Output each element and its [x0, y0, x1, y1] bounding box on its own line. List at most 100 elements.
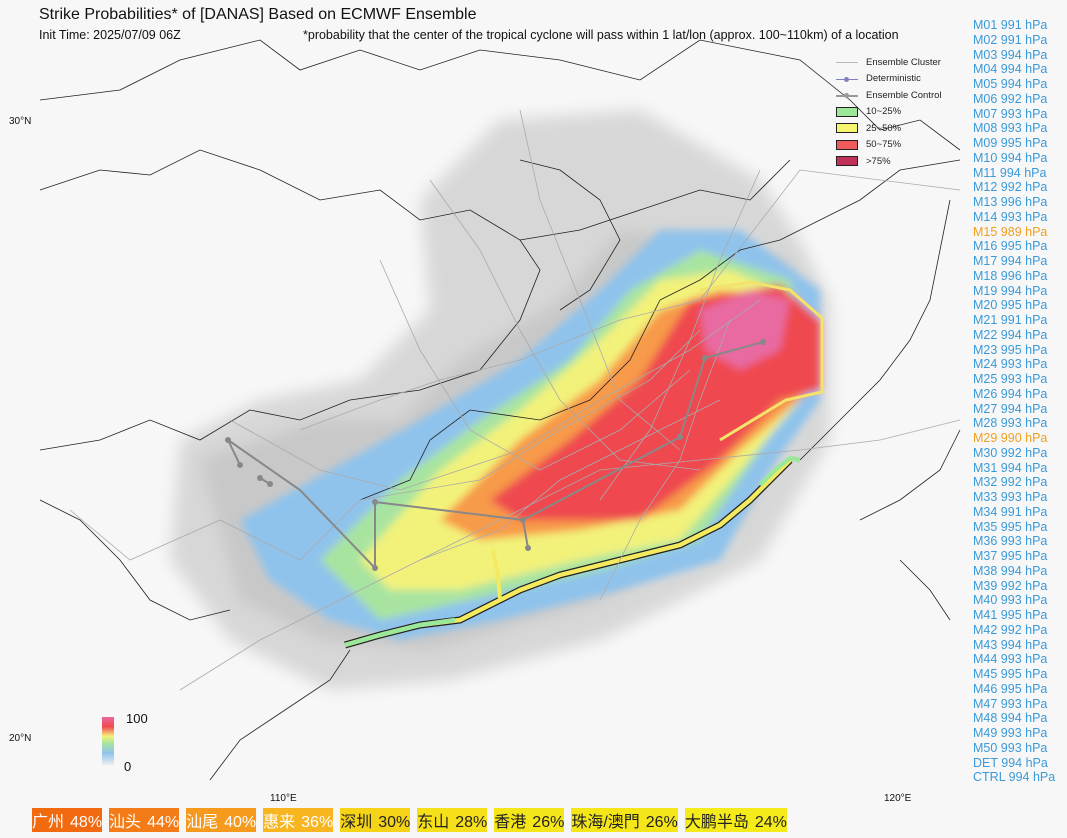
member-pressure: M08 993 hPa — [973, 121, 1048, 136]
city-badge: 东山 28% — [417, 808, 488, 832]
member-pressure: M45 995 hPa — [973, 667, 1048, 681]
city-badge: 惠来 36% — [263, 808, 334, 832]
member-pressure: M16 995 hPa — [973, 239, 1048, 254]
legend-label: 10~25% — [866, 106, 902, 118]
city-badges: 广州 48% 汕头 44% 汕尾 40% 惠来 36% 深圳 30% 东山 28% 香港 26% 珠海/澳門… — [32, 808, 787, 832]
legend-dot — [844, 76, 849, 82]
city-name: 广州 — [32, 814, 65, 831]
legend-swatch — [836, 57, 858, 67]
probability-shading — [240, 230, 820, 640]
member-pressure: M17 994 hPa — [973, 254, 1048, 268]
member-pressure: M03 994 hPa — [973, 47, 1048, 62]
control-track — [227, 341, 764, 571]
colorbar-min: 0 — [124, 759, 132, 774]
colorbar — [102, 717, 114, 765]
member-pressure: M04 994 hPa — [973, 62, 1048, 77]
member-pressure: M15 989 hPa — [973, 224, 1048, 239]
lat-label: 20°N — [9, 733, 32, 744]
member-pressure: M06 992 hPa — [973, 91, 1048, 106]
member-pressure: M49 993 hPa — [973, 726, 1048, 740]
member-pressure: M39 992 hPa — [973, 578, 1048, 593]
member-pressure: M28 993 hPa — [973, 416, 1048, 431]
city-badge: 汕头 44% — [109, 808, 180, 832]
member-pressure: M23 995 hPa — [973, 342, 1048, 357]
member-pressure: M26 994 hPa — [973, 386, 1048, 401]
contour-50 — [699, 280, 824, 442]
lon-label: 120°E — [884, 793, 912, 804]
city-prob: 26% — [532, 814, 565, 831]
member-pressure: M29 990 hPa — [973, 431, 1048, 445]
member-pressure: CTRL 994 hPa — [973, 770, 1056, 785]
city-badge: 香港 26% — [494, 808, 565, 832]
legend-label: 50~75% — [866, 139, 902, 151]
legend-item: Ensemble Cluster — [836, 54, 942, 71]
legend-label: >75% — [866, 155, 891, 167]
city-prob: 36% — [301, 814, 334, 831]
legend-item: Ensemble Control — [836, 87, 942, 104]
city-prob: 26% — [645, 814, 678, 831]
member-pressure: M21 991 hPa — [973, 313, 1048, 327]
legend-item: Deterministic — [836, 71, 942, 88]
city-name: 东山 — [417, 814, 450, 831]
member-pressure: M14 993 hPa — [973, 209, 1048, 224]
control-points — [225, 339, 766, 571]
lon-label: 110°E — [270, 793, 297, 804]
member-pressure: M43 994 hPa — [973, 637, 1048, 652]
member-pressure: M12 992 hPa — [973, 180, 1048, 195]
legend-label: 25~50% — [866, 122, 902, 134]
member-pressure: M48 994 hPa — [973, 711, 1048, 726]
map — [39, 39, 961, 781]
member-pressure: M32 992 hPa — [973, 475, 1048, 490]
coast-band-low — [344, 617, 456, 648]
member-pressure: M02 991 hPa — [973, 32, 1048, 47]
member-pressure: M37 995 hPa — [973, 549, 1048, 563]
city-prob: 44% — [147, 814, 180, 831]
city-name: 汕尾 — [186, 814, 219, 831]
member-pressure: M33 993 hPa — [973, 490, 1048, 504]
member-pressure: M34 991 hPa — [973, 504, 1048, 519]
city-badge: 深圳 30% — [340, 808, 411, 832]
member-pressure: M20 995 hPa — [973, 298, 1048, 313]
member-pressure: M27 994 hPa — [973, 401, 1048, 416]
note: *probability that the center of the trop… — [303, 28, 899, 42]
member-pressure: M11 994 hPa — [973, 165, 1047, 180]
member-pressure: M07 993 hPa — [973, 106, 1048, 121]
legend-line — [836, 62, 858, 64]
city-name: 惠来 — [263, 814, 296, 831]
title: Strike Probabilities* of [DANAS] Based o… — [39, 6, 477, 23]
legend-item: >75% — [836, 153, 942, 170]
member-pressure: M05 994 hPa — [973, 77, 1048, 91]
city-badge: 大鹏半岛 24% — [684, 808, 787, 832]
member-pressure: M41 995 hPa — [973, 608, 1048, 622]
member-pressure: M40 993 hPa — [973, 593, 1048, 608]
city-name: 汕头 — [109, 814, 142, 831]
coast-band-low — [758, 455, 801, 487]
legend-label: Ensemble Cluster — [866, 56, 941, 68]
legend-swatch — [836, 74, 858, 84]
member-pressure: M19 994 hPa — [973, 283, 1048, 298]
member-pressure: M38 994 hPa — [973, 563, 1048, 578]
member-pressure: M44 993 hPa — [973, 652, 1048, 667]
city-name: 深圳 — [340, 814, 373, 831]
member-pressure: M35 995 hPa — [973, 519, 1048, 534]
city-name: 香港 — [494, 814, 527, 831]
member-pressure: M47 993 hPa — [973, 696, 1048, 711]
legend-swatch — [836, 123, 858, 134]
member-pressure: M01 991 hPa — [973, 18, 1048, 32]
member-pressure: M30 992 hPa — [973, 445, 1048, 460]
member-pressure: M46 995 hPa — [973, 681, 1048, 696]
colorbar-max: 100 — [126, 711, 148, 726]
member-pressure: M22 994 hPa — [973, 327, 1048, 342]
member-pressure: M36 993 hPa — [973, 534, 1048, 549]
legend-item: 10~25% — [836, 104, 942, 121]
member-pressure: M10 994 hPa — [973, 150, 1048, 165]
member-pressure: M50 993 hPa — [973, 740, 1048, 755]
init-time: Init Time: 2025/07/09 06Z — [39, 28, 181, 42]
legend-swatch — [836, 106, 858, 117]
member-pressure: DET 994 hPa — [973, 755, 1048, 770]
legend-label: Deterministic — [866, 73, 921, 85]
member-pressure: M42 992 hPa — [973, 622, 1048, 637]
legend-item: 50~75% — [836, 137, 942, 154]
city-prob: 28% — [455, 814, 488, 831]
